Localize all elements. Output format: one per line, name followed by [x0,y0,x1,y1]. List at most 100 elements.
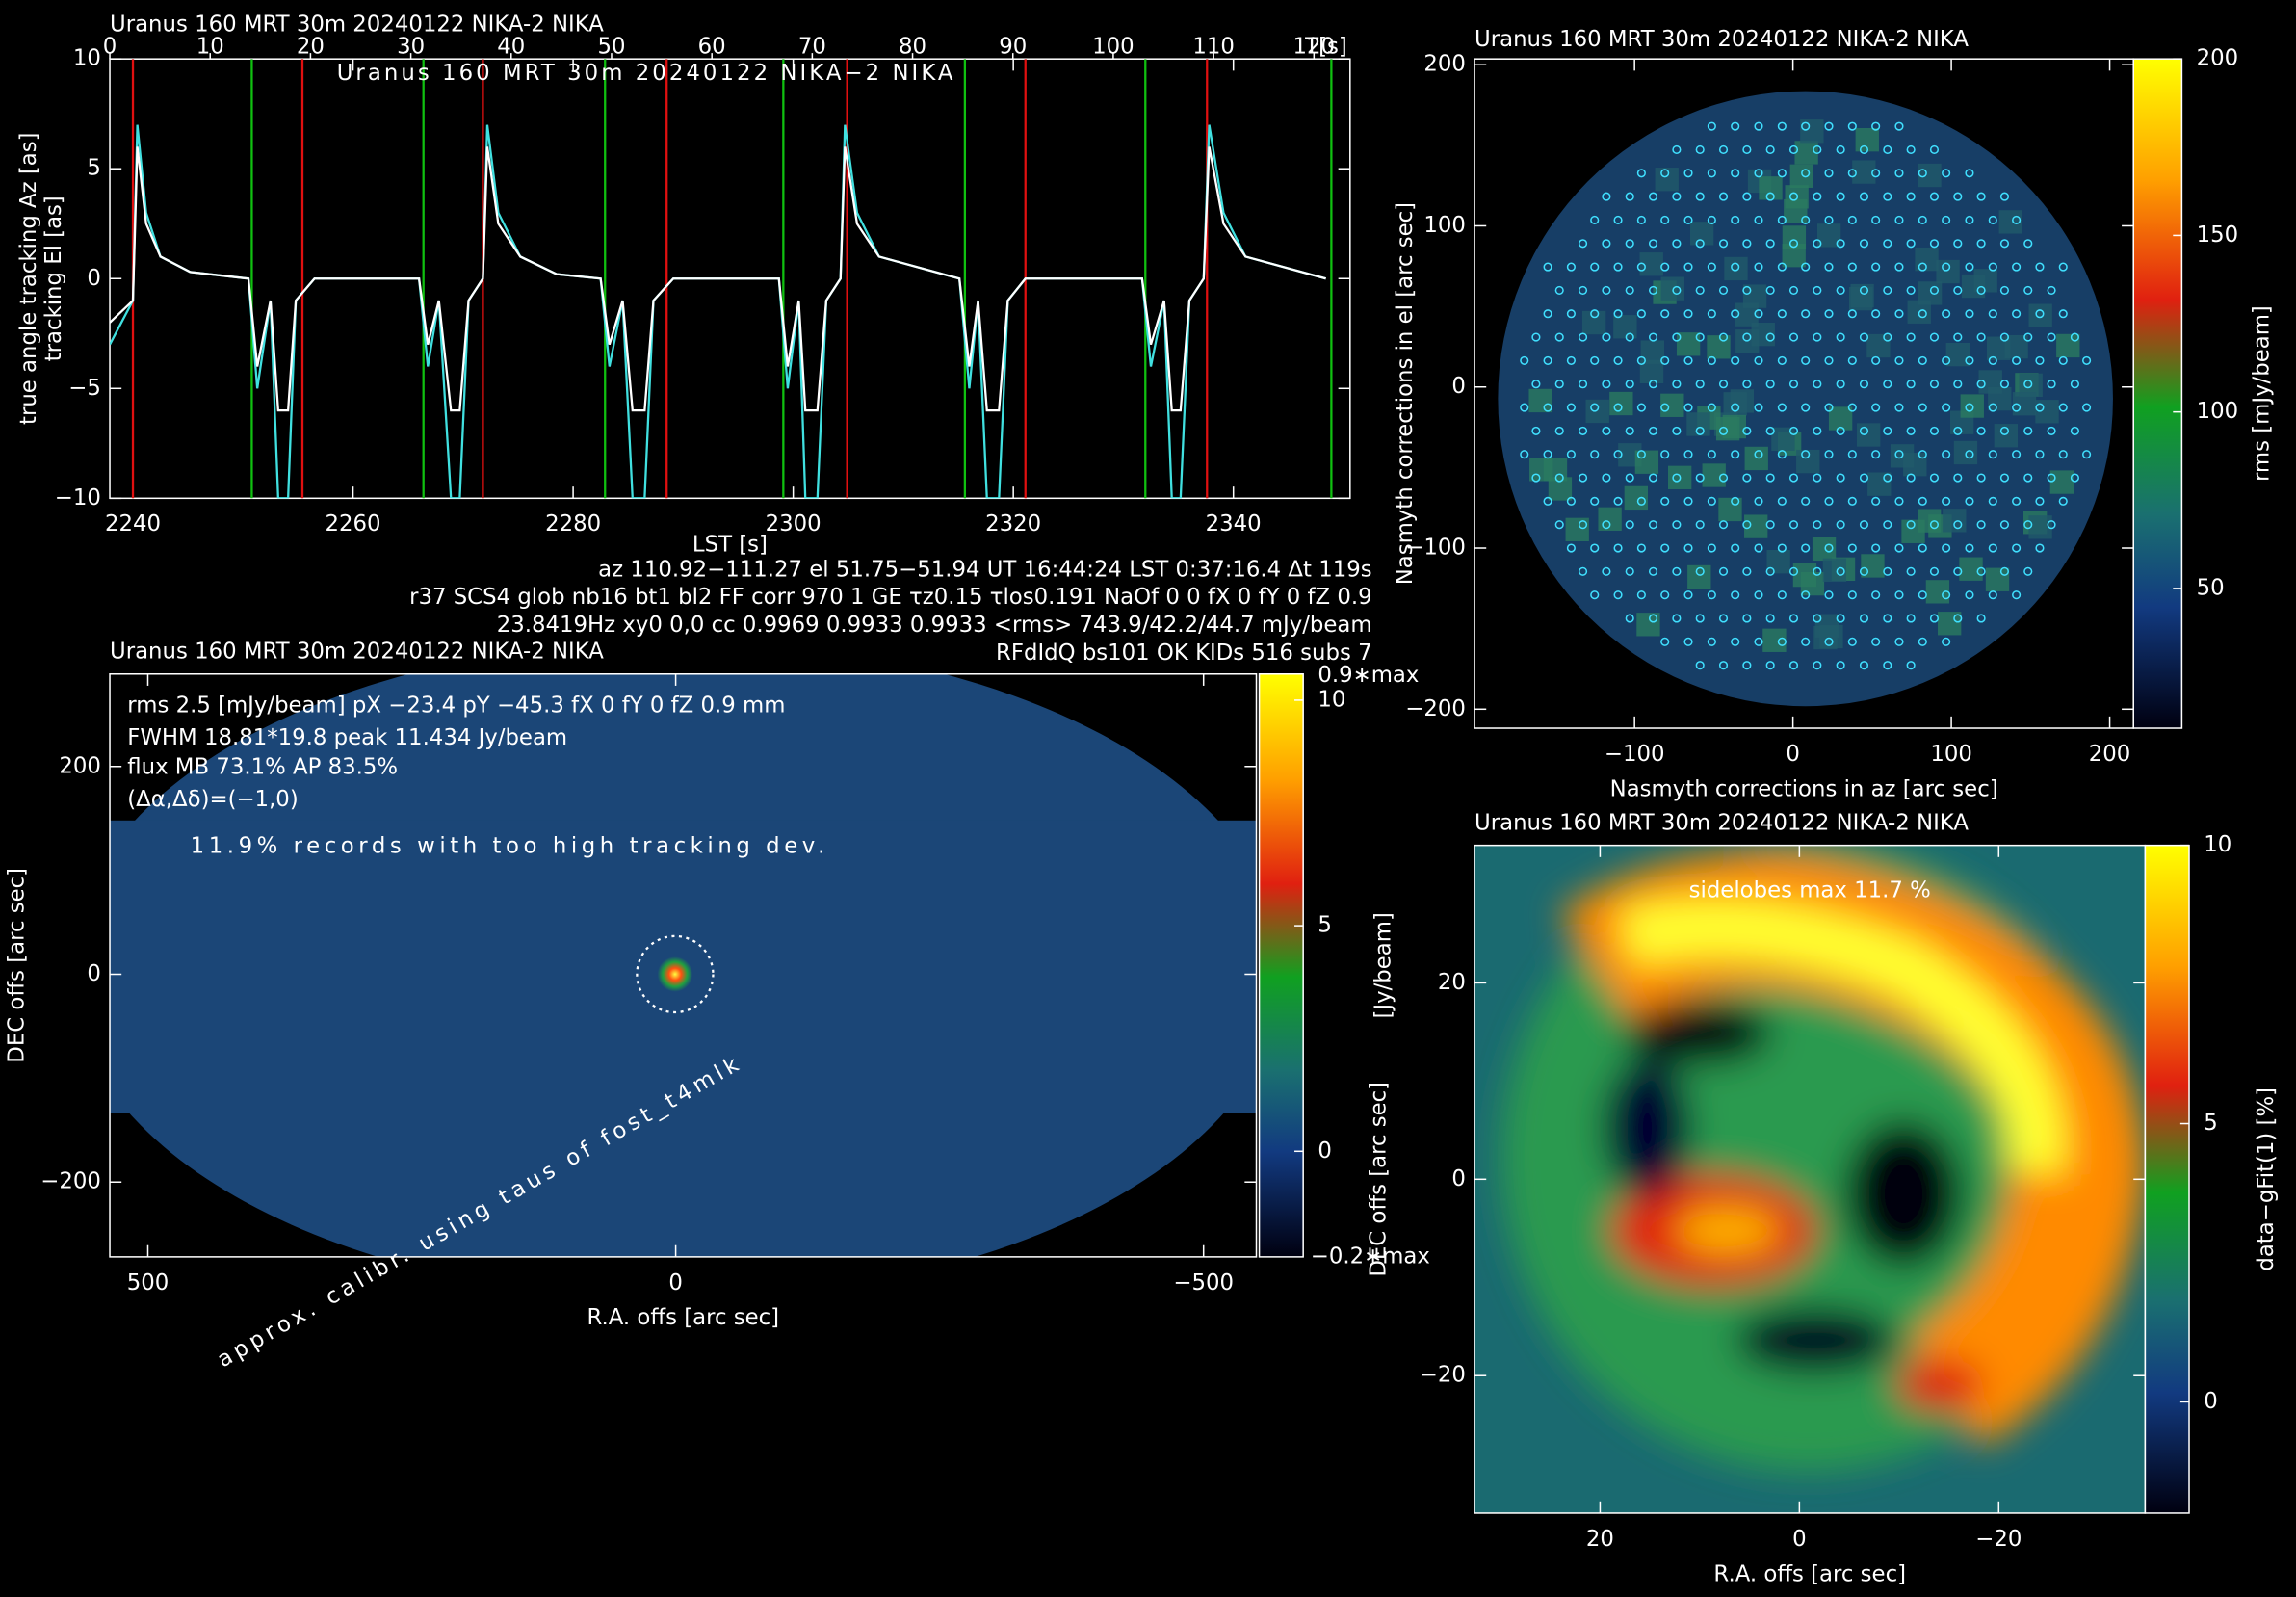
detector [1894,403,1904,412]
detector [1953,332,1963,342]
panel-title: Uranus 160 MRT 30m 20240122 NIKA-2 NIKA [1474,810,1969,835]
detector [1906,566,1916,576]
detector [1918,355,1927,365]
detector [1683,543,1693,553]
colorbar-tick-label: 100 [2197,399,2239,424]
detector [1554,332,1564,342]
detector [1871,543,1881,553]
detector [1788,380,1799,389]
detector [1929,239,1940,249]
detector [1672,426,1682,435]
array-map-cell [1585,399,1609,424]
detector [1566,403,1576,412]
detector [1648,192,1658,201]
detector [1883,661,1892,670]
detector [1847,169,1857,178]
detector [1578,473,1588,483]
detector [1707,169,1716,178]
blob [1895,1357,1985,1411]
detector [1554,380,1564,389]
detector [1883,239,1892,249]
top-tick-label: 110 [1192,35,1235,60]
y-tick-label: −10 [55,485,101,511]
detector [1801,169,1811,178]
detector [1918,543,1927,553]
annotation: FWHM 18.81*19.8 peak 11.434 Jy/beam [127,725,567,750]
detector [1718,239,1729,249]
detector [2035,450,2045,459]
detector [1801,590,1811,600]
detector [1976,426,1986,435]
detector [1660,637,1670,646]
detector [1554,285,1564,295]
detector [2047,332,2056,342]
array-map-cell [1724,256,1748,281]
detector [1695,520,1705,530]
detector [1731,496,1740,506]
detector [1929,520,1940,530]
array-map-cell [1759,176,1783,200]
detector [1999,332,2010,342]
detector [1929,473,1940,483]
colorbar-bottom-label: −0.2∗max [1311,1244,1430,1269]
y-tick-label: 200 [1423,52,1466,77]
detector [1988,496,1997,506]
detector [1578,380,1588,389]
detector [1801,450,1811,459]
detector [1578,566,1588,576]
detector [1625,520,1634,530]
detector [1953,285,1963,295]
array-map-cell [1744,514,1768,538]
detector [1602,473,1611,483]
detector [1543,309,1552,319]
array-map-cell [1655,168,1679,192]
top-tick-label: 90 [999,35,1027,60]
detector [1813,473,1822,483]
detector [1754,355,1763,365]
detector [1894,496,1904,506]
detector [1765,239,1775,249]
detector [1531,426,1541,435]
detector [1672,614,1682,623]
detector [1672,144,1682,155]
array-map-cell [1771,427,1795,451]
colorbar-tick-label: 0 [1318,1139,1332,1164]
detector [1788,473,1799,483]
detector [1672,239,1682,249]
detector [1883,520,1892,530]
colorbar [2144,844,2190,1514]
detector [1636,355,1646,365]
detector [1906,380,1916,389]
array-map-cell [1789,164,1813,188]
y-axis-label: Nasmyth corrections in el [arc sec] [1393,202,1418,585]
detector [2023,426,2033,435]
detector [1906,192,1916,201]
array-map-cell [1867,472,1892,496]
detector [1590,496,1600,506]
x-tick-label: −100 [1605,742,1665,767]
detector [1613,262,1623,272]
detector [2070,473,2079,483]
detector [1847,215,1857,225]
detector [1999,380,2010,389]
detector [1543,262,1552,272]
detector [1531,473,1541,483]
detector [1707,450,1716,459]
detector [1731,215,1740,225]
detector [1942,590,1951,600]
x-tick-label: 2320 [985,511,1041,537]
detector [2070,380,2079,389]
detector [1883,285,1892,295]
top-tick-label: 80 [899,35,926,60]
detector [1754,169,1763,178]
detector [1683,355,1693,365]
array-map-cell [1792,563,1817,588]
detector [1871,637,1881,646]
detector [1859,426,1869,435]
detector [1765,661,1775,670]
detector [1636,543,1646,553]
detector [1906,473,1916,483]
annotation: flux MB 73.1% AP 83.5% [127,755,398,780]
detector [2047,380,2056,389]
array-map-cell [1722,414,1747,439]
